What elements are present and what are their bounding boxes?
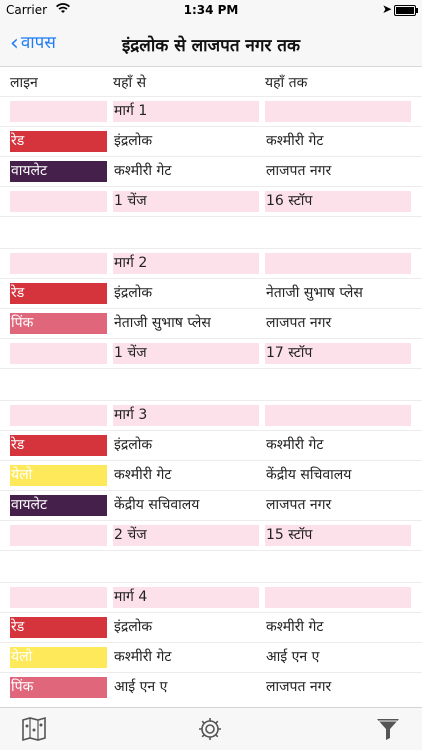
route-title: मार्ग 3 (113, 405, 259, 426)
wifi-icon (56, 3, 70, 17)
route-separator (0, 216, 422, 248)
status-bar: Carrier 1:34 PM ➤ (0, 0, 422, 20)
to-station: आई एन ए (266, 649, 320, 665)
chevron-left-icon: ‹ (10, 31, 19, 56)
route-summary-row: 1 चेंज 17 स्टॉप (0, 338, 422, 368)
routes-list[interactable]: मार्ग 1 रेड इंद्रलोक कश्मीरी गेट वायलेट कश्मी… (0, 96, 422, 708)
to-station: लाजपत नगर (266, 163, 332, 179)
summary-cell-empty (10, 191, 107, 212)
carrier-label: Carrier (6, 3, 48, 17)
from-station: इंद्रलोक (114, 619, 153, 635)
line-badge: वायलेट (10, 161, 107, 182)
from-station: कश्मीरी गेट (114, 163, 172, 179)
route-leg-row[interactable]: रेड इंद्रलोक कश्मीरी गेट (0, 126, 422, 156)
route-leg-row[interactable]: रेड इंद्रलोक नेताजी सुभाष प्लेस (0, 278, 422, 308)
line-badge: येलो (10, 647, 107, 668)
column-headers: लाइन यहाँ से यहाँ तक (0, 66, 422, 96)
to-station: केंद्रीय सचिवालय (266, 467, 352, 483)
from-station: आई एन ए (114, 679, 168, 695)
clock: 1:34 PM (183, 3, 239, 17)
route-leg-row[interactable]: वायलेट कश्मीरी गेट लाजपत नगर (0, 156, 422, 186)
tab-bar (0, 707, 422, 750)
change-count: 1 चेंज (113, 191, 259, 212)
from-station: इंद्रलोक (114, 133, 153, 149)
route-title-cell-empty (265, 101, 411, 122)
change-count: 2 चेंज (113, 525, 259, 546)
from-station: इंद्रलोक (114, 285, 153, 301)
from-station: केंद्रीय सचिवालय (114, 497, 200, 513)
to-station: कश्मीरी गेट (266, 619, 324, 635)
summary-cell-empty (10, 343, 107, 364)
line-badge: रेड (10, 617, 107, 638)
header-from: यहाँ से (113, 75, 147, 91)
route-title-cell-empty (10, 405, 107, 426)
location-arrow-icon: ➤ (381, 2, 392, 16)
line-badge: रेड (10, 435, 107, 456)
route-title-row[interactable]: मार्ग 4 (0, 582, 422, 612)
from-station: इंद्रलोक (114, 437, 153, 453)
route-leg-row[interactable]: पिंक नेताजी सुभाष प्लेस लाजपत नगर (0, 308, 422, 338)
summary-cell-empty (10, 525, 107, 546)
route-title: मार्ग 4 (113, 587, 259, 608)
header-line: लाइन (10, 75, 38, 91)
route-title-cell-empty (10, 587, 107, 608)
line-badge: रेड (10, 283, 107, 304)
header-to: यहाँ तक (265, 75, 308, 91)
filter-icon[interactable] (374, 716, 402, 742)
route-title-row[interactable]: मार्ग 2 (0, 248, 422, 278)
route-title-cell-empty (265, 405, 411, 426)
route-title-row[interactable]: मार्ग 1 (0, 96, 422, 126)
back-label: वापस (20, 33, 56, 53)
route-title-cell-empty (10, 253, 107, 274)
route-leg-row[interactable]: पिंक आई एन ए लाजपत नगर (0, 672, 422, 702)
back-button[interactable]: ‹ वापस (10, 30, 56, 56)
gear-icon[interactable] (196, 716, 224, 742)
navigation-bar: ‹ वापस इंद्रलोक से लाजपत नगर तक (0, 20, 422, 67)
route-title-cell-empty (265, 253, 411, 274)
route-separator (0, 550, 422, 582)
route-leg-row[interactable]: येलो कश्मीरी गेट आई एन ए (0, 642, 422, 672)
to-station: लाजपत नगर (266, 679, 332, 695)
line-badge: रेड (10, 131, 107, 152)
to-station: नेताजी सुभाष प्लेस (266, 285, 363, 301)
change-count: 1 चेंज (113, 343, 259, 364)
line-badge: पिंक (10, 313, 107, 334)
route-title-cell-empty (10, 101, 107, 122)
route-summary-row: 1 चेंज 16 स्टॉप (0, 186, 422, 216)
route-title-row[interactable]: मार्ग 3 (0, 400, 422, 430)
line-badge: पिंक (10, 677, 107, 698)
route-leg-row[interactable]: वायलेट केंद्रीय सचिवालय लाजपत नगर (0, 490, 422, 520)
stop-count: 16 स्टॉप (265, 191, 411, 212)
to-station: कश्मीरी गेट (266, 133, 324, 149)
route-title: मार्ग 2 (113, 253, 259, 274)
stop-count: 17 स्टॉप (265, 343, 411, 364)
route-leg-row[interactable]: रेड इंद्रलोक कश्मीरी गेट (0, 430, 422, 460)
route-title: मार्ग 1 (113, 101, 259, 122)
map-icon[interactable] (20, 716, 48, 742)
from-station: नेताजी सुभाष प्लेस (114, 315, 211, 331)
route-summary-row: 2 चेंज 15 स्टॉप (0, 520, 422, 550)
route-leg-row[interactable]: येलो कश्मीरी गेट केंद्रीय सचिवालय (0, 460, 422, 490)
to-station: लाजपत नगर (266, 315, 332, 331)
route-leg-row[interactable]: रेड इंद्रलोक कश्मीरी गेट (0, 612, 422, 642)
from-station: कश्मीरी गेट (114, 649, 172, 665)
stop-count: 15 स्टॉप (265, 525, 411, 546)
to-station: लाजपत नगर (266, 497, 332, 513)
route-title-cell-empty (265, 587, 411, 608)
line-badge: वायलेट (10, 495, 107, 516)
page-title: इंद्रलोक से लाजपत नगर तक (121, 36, 301, 56)
from-station: कश्मीरी गेट (114, 467, 172, 483)
line-badge: येलो (10, 465, 107, 486)
battery-icon (394, 5, 418, 16)
to-station: कश्मीरी गेट (266, 437, 324, 453)
route-separator (0, 368, 422, 400)
